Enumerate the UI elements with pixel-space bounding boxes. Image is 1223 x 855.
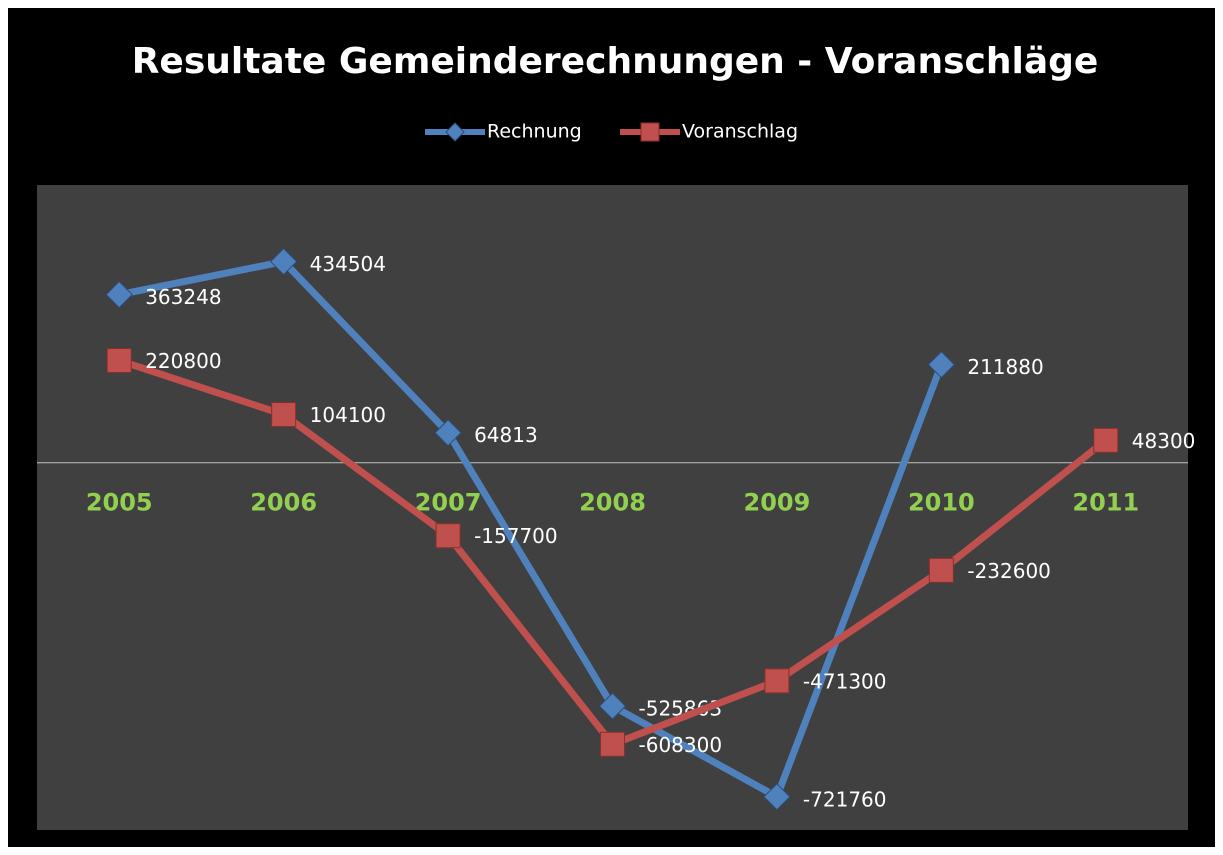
data-label: 434504 xyxy=(310,252,386,276)
legend-label: Rechnung xyxy=(487,121,582,143)
chart-title: Resultate Gemeinderechnungen - Voranschl… xyxy=(132,41,1099,82)
data-marker xyxy=(434,419,462,447)
data-label: 64813 xyxy=(474,423,538,447)
legend-marker xyxy=(640,122,660,142)
x-tick-label: 2006 xyxy=(250,489,317,517)
data-marker xyxy=(105,280,133,309)
legend-marker xyxy=(445,122,465,142)
data-label: 48300 xyxy=(1132,429,1196,453)
data-marker xyxy=(928,557,954,583)
x-tick-label: 2010 xyxy=(908,489,975,517)
data-marker xyxy=(598,692,627,720)
data-marker xyxy=(106,348,132,374)
data-marker xyxy=(600,731,625,757)
data-label: -721760 xyxy=(803,787,887,811)
data-marker xyxy=(271,402,297,428)
data-marker xyxy=(435,523,461,549)
x-tick-label: 2011 xyxy=(1072,489,1139,517)
data-label: -608300 xyxy=(639,733,723,757)
x-tick-label: 2009 xyxy=(744,489,811,517)
data-label: 104100 xyxy=(310,403,386,427)
data-marker xyxy=(269,247,298,276)
plot-area xyxy=(37,185,1188,830)
x-tick-label: 2007 xyxy=(415,489,482,517)
data-marker xyxy=(1093,427,1119,453)
x-tick-label: 2008 xyxy=(579,489,646,517)
data-label: 211880 xyxy=(967,355,1043,379)
data-marker xyxy=(763,783,791,811)
series-line xyxy=(118,258,945,801)
data-label: -471300 xyxy=(803,669,887,693)
data-marker xyxy=(764,668,790,694)
x-tick-label: 2005 xyxy=(86,489,153,517)
data-label: -232600 xyxy=(967,559,1051,583)
legend-label: Voranschlag xyxy=(682,121,798,143)
data-label: 220800 xyxy=(145,349,221,373)
data-label: 363248 xyxy=(145,285,221,309)
data-marker xyxy=(927,350,956,379)
data-label: -157700 xyxy=(474,524,558,548)
